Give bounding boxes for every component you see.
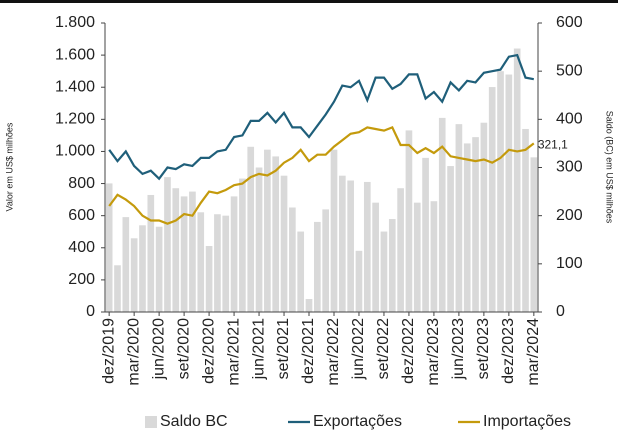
y-tick-label: 800 xyxy=(68,175,95,192)
bar xyxy=(430,201,438,312)
x-tick-label: mar/2024 xyxy=(525,318,542,386)
y2-tick-label: 500 xyxy=(556,62,583,79)
bar xyxy=(264,149,271,312)
bar xyxy=(397,188,404,312)
bar xyxy=(197,212,205,312)
y-tick-label: 1.600 xyxy=(55,46,95,63)
bar xyxy=(214,214,221,312)
bar xyxy=(164,177,171,312)
bar xyxy=(130,238,138,312)
bar xyxy=(105,183,113,312)
y-tick-label: 600 xyxy=(68,207,95,224)
bar xyxy=(205,246,213,312)
top-rule xyxy=(0,0,618,3)
bar xyxy=(388,219,396,312)
bar xyxy=(422,157,429,312)
bar xyxy=(155,226,163,312)
y2-axis-title: Saldo (BC) em US$ milhões xyxy=(605,111,615,224)
bar xyxy=(513,48,521,313)
bar xyxy=(480,122,488,312)
x-tick-label: dez/2020 xyxy=(200,318,217,384)
bar xyxy=(255,167,263,312)
bar xyxy=(114,265,121,312)
x-tick-label: jun/2022 xyxy=(350,318,367,380)
bar xyxy=(305,298,313,312)
x-tick-label: dez/2021 xyxy=(300,318,317,384)
bar xyxy=(180,196,188,312)
y2-tick-label: 200 xyxy=(556,207,583,224)
bar xyxy=(488,87,496,312)
bar xyxy=(455,124,463,313)
bar xyxy=(247,146,255,312)
bar xyxy=(530,157,538,312)
y-tick-label: 1.400 xyxy=(55,78,95,95)
bar xyxy=(497,71,504,313)
legend-label: Exportações xyxy=(313,413,402,430)
y2-tick-label: 400 xyxy=(556,111,583,128)
x-tick-label: jun/2021 xyxy=(250,318,267,380)
y-tick-label: 1.200 xyxy=(55,111,95,128)
bar xyxy=(447,166,454,312)
x-tick-label: dez/2019 xyxy=(100,318,117,384)
bar xyxy=(363,181,371,312)
x-tick-label: mar/2021 xyxy=(225,318,242,386)
line xyxy=(108,53,535,181)
y-axis-title: Valor em US$ milhões xyxy=(4,122,14,211)
bar xyxy=(463,143,471,312)
bar xyxy=(189,191,196,312)
x-tick-label: dez/2022 xyxy=(400,318,417,384)
x-tick-label: set/2020 xyxy=(175,318,192,379)
legend-label: Saldo BC xyxy=(160,413,228,430)
bar xyxy=(272,156,280,312)
bar xyxy=(147,194,155,312)
bar xyxy=(505,74,513,312)
y2-tick-label: 0 xyxy=(556,303,565,320)
bar xyxy=(522,128,529,312)
x-tick-label: jun/2023 xyxy=(450,318,467,380)
y-tick-label: 1.800 xyxy=(55,14,95,31)
bar xyxy=(314,221,321,312)
bar xyxy=(472,137,479,312)
legend-label: Importações xyxy=(483,413,571,430)
y2-tick-label: 300 xyxy=(556,159,583,176)
y-tick-label: 0 xyxy=(86,303,95,320)
data-label: 321,1 xyxy=(538,138,568,152)
x-tick-label: mar/2022 xyxy=(325,318,342,386)
x-tick-label: mar/2023 xyxy=(425,318,442,386)
legend-swatch xyxy=(145,416,157,428)
line xyxy=(108,126,535,225)
bar xyxy=(297,231,305,312)
bar xyxy=(172,188,180,312)
bar xyxy=(122,217,130,312)
bar xyxy=(347,180,354,312)
y-tick-label: 200 xyxy=(68,271,95,288)
bar xyxy=(372,202,379,312)
x-tick-label: set/2021 xyxy=(275,318,292,379)
bar xyxy=(413,202,421,312)
bar xyxy=(438,117,446,312)
bar xyxy=(222,215,230,312)
y-tick-label: 1.000 xyxy=(55,143,95,160)
bar xyxy=(355,250,363,312)
bar xyxy=(230,196,238,312)
bar xyxy=(405,130,413,312)
bar xyxy=(280,175,288,312)
bar xyxy=(139,225,146,312)
bar xyxy=(380,231,388,312)
y2-tick-label: 100 xyxy=(556,255,583,272)
bar xyxy=(338,175,346,312)
y-tick-label: 400 xyxy=(68,239,95,256)
bar xyxy=(322,209,329,312)
x-tick-label: set/2022 xyxy=(375,318,392,379)
x-tick-label: dez/2023 xyxy=(500,318,517,384)
bar xyxy=(239,178,246,312)
bar xyxy=(289,207,296,312)
x-tick-label: mar/2020 xyxy=(125,318,142,386)
x-tick-label: set/2023 xyxy=(475,318,492,379)
y2-tick-label: 600 xyxy=(556,14,583,31)
bar xyxy=(330,149,338,312)
x-tick-label: jun/2020 xyxy=(150,318,167,380)
